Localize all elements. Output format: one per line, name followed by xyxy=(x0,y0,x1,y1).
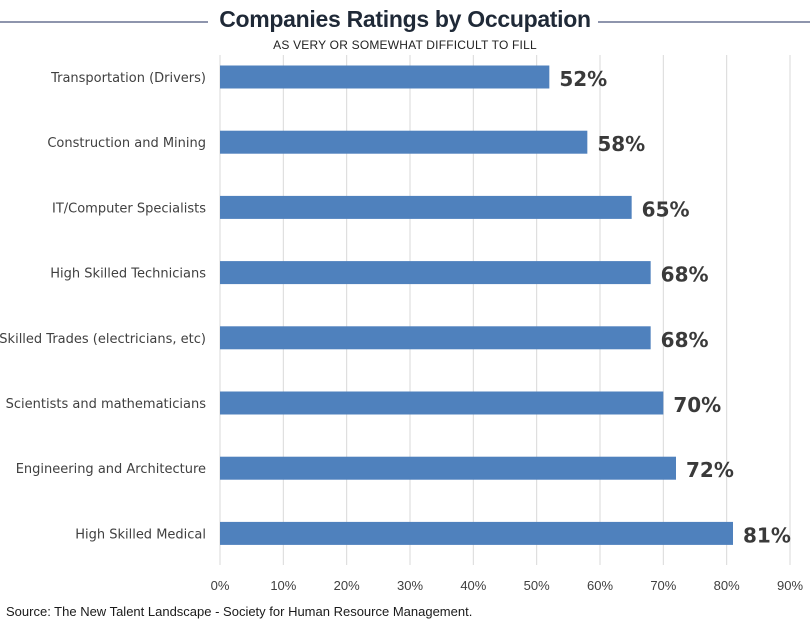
source-note: Source: The New Talent Landscape - Socie… xyxy=(6,604,473,619)
category-label: Transportation (Drivers) xyxy=(50,71,206,86)
bar-chart: 0% 10% 20% 30% 40% 50% 60% 70% 80% 90% Transportat… xyxy=(0,55,803,593)
x-tick-label: 20% xyxy=(334,578,360,593)
value-label: 52% xyxy=(559,67,607,91)
bar xyxy=(220,130,588,154)
x-tick-label: 40% xyxy=(460,578,486,593)
x-tick-label: 80% xyxy=(714,578,740,593)
chart-subtitle: AS VERY OR SOMEWHAT DIFFICULT TO FILL xyxy=(273,38,537,52)
bar xyxy=(220,195,632,219)
bar xyxy=(220,391,664,415)
bar xyxy=(220,326,651,350)
category-label: High Skilled Technicians xyxy=(50,267,206,282)
bar xyxy=(220,456,676,480)
category-label: Construction and Mining xyxy=(47,136,206,151)
value-label: 68% xyxy=(661,328,709,352)
chart-title: Companies Ratings by Occupation xyxy=(219,6,591,32)
bar xyxy=(220,521,733,545)
category-label: Scientists and mathematicians xyxy=(6,397,207,412)
category-label: Engineering and Architecture xyxy=(16,462,206,477)
value-label: 72% xyxy=(686,458,734,482)
value-label: 70% xyxy=(673,393,721,417)
category-label: Skilled Trades (electricians, etc) xyxy=(0,332,206,347)
value-label: 58% xyxy=(597,132,645,156)
value-label: 81% xyxy=(743,523,791,547)
title-rule-left xyxy=(0,21,208,23)
x-tick-label: 60% xyxy=(587,578,613,593)
x-tick-label: 90% xyxy=(777,578,803,593)
value-label: 65% xyxy=(642,197,690,221)
title-rule-right xyxy=(598,21,810,23)
x-tick-label: 70% xyxy=(650,578,676,593)
value-label: 68% xyxy=(661,263,709,287)
x-tick-label: 30% xyxy=(397,578,423,593)
x-tick-label: 0% xyxy=(211,578,230,593)
category-label: IT/Computer Specialists xyxy=(52,201,206,216)
bar xyxy=(220,65,550,89)
category-label: High Skilled Medical xyxy=(75,527,206,542)
bar xyxy=(220,261,651,285)
x-tick-label: 10% xyxy=(270,578,296,593)
x-tick-label: 50% xyxy=(524,578,550,593)
